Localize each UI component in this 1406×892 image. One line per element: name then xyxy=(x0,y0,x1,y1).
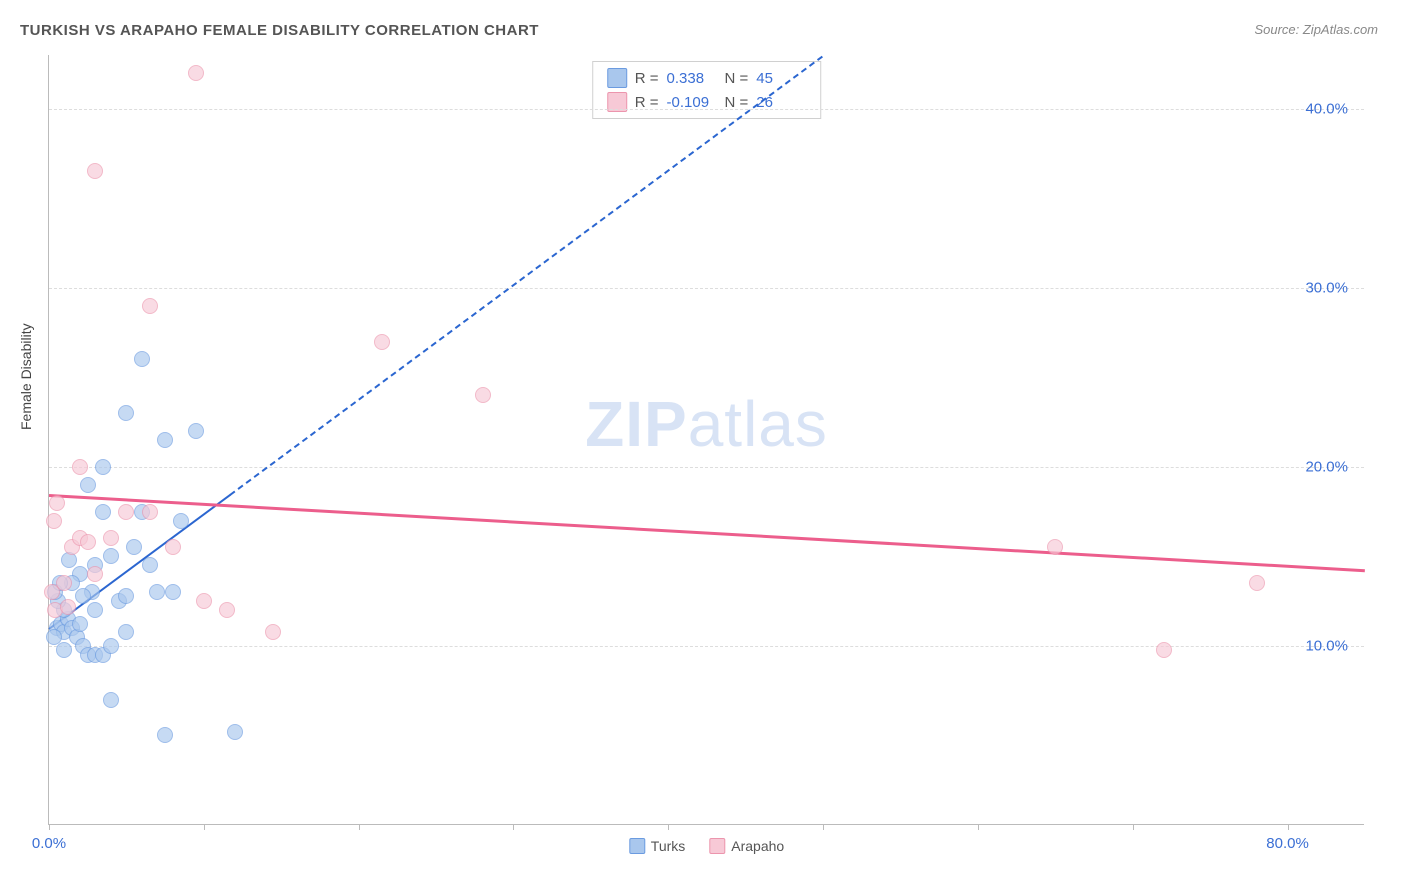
plot-area: ZIPatlas R = 0.338 N = 45 R = -0.109 N =… xyxy=(48,55,1364,825)
data-point xyxy=(44,584,60,600)
data-point xyxy=(103,692,119,708)
watermark-zip: ZIP xyxy=(585,388,688,460)
data-point xyxy=(80,477,96,493)
data-point xyxy=(103,638,119,654)
data-point xyxy=(173,513,189,529)
data-point xyxy=(142,504,158,520)
data-point xyxy=(56,642,72,658)
legend-r-value-turks: 0.338 xyxy=(667,70,717,87)
data-point xyxy=(188,423,204,439)
x-tick-mark xyxy=(359,824,360,830)
data-point xyxy=(374,334,390,350)
data-point xyxy=(95,504,111,520)
data-point xyxy=(1249,575,1265,591)
data-point xyxy=(265,624,281,640)
x-tick-mark xyxy=(978,824,979,830)
data-point xyxy=(188,65,204,81)
data-point xyxy=(149,584,165,600)
trend-line xyxy=(49,494,1365,572)
data-point xyxy=(227,724,243,740)
legend-item-turks: Turks xyxy=(629,838,685,854)
gridline-h xyxy=(49,467,1364,468)
legend-r-label: R = xyxy=(635,70,659,87)
y-tick-label: 30.0% xyxy=(1305,279,1348,296)
x-tick-mark xyxy=(204,824,205,830)
data-point xyxy=(196,593,212,609)
data-point xyxy=(118,504,134,520)
data-point xyxy=(1047,539,1063,555)
data-point xyxy=(103,530,119,546)
data-point xyxy=(103,548,119,564)
data-point xyxy=(75,588,91,604)
y-tick-label: 40.0% xyxy=(1305,100,1348,117)
x-tick-label: 80.0% xyxy=(1266,835,1309,852)
watermark: ZIPatlas xyxy=(585,387,828,461)
legend-n-label: N = xyxy=(725,70,749,87)
data-point xyxy=(46,513,62,529)
legend-label-turks: Turks xyxy=(651,838,685,854)
data-point xyxy=(1156,642,1172,658)
gridline-h xyxy=(49,288,1364,289)
correlation-legend: R = 0.338 N = 45 R = -0.109 N = 26 xyxy=(592,61,822,119)
data-point xyxy=(72,616,88,632)
data-point xyxy=(157,727,173,743)
data-point xyxy=(87,566,103,582)
legend-row-turks: R = 0.338 N = 45 xyxy=(607,68,807,88)
data-point xyxy=(60,599,76,615)
trend-line xyxy=(230,55,824,495)
legend-swatch-turks xyxy=(607,68,627,88)
x-tick-mark xyxy=(1288,824,1289,830)
data-point xyxy=(87,602,103,618)
data-point xyxy=(134,351,150,367)
data-point xyxy=(95,459,111,475)
y-tick-label: 20.0% xyxy=(1305,458,1348,475)
data-point xyxy=(165,584,181,600)
x-tick-mark xyxy=(823,824,824,830)
data-point xyxy=(219,602,235,618)
gridline-h xyxy=(49,109,1364,110)
series-legend: Turks Arapaho xyxy=(629,838,784,854)
source-attribution: Source: ZipAtlas.com xyxy=(1254,22,1378,37)
data-point xyxy=(118,405,134,421)
x-tick-mark xyxy=(513,824,514,830)
y-axis-label: Female Disability xyxy=(18,323,34,430)
data-point xyxy=(72,459,88,475)
data-point xyxy=(118,588,134,604)
data-point xyxy=(142,557,158,573)
x-tick-mark xyxy=(1133,824,1134,830)
data-point xyxy=(142,298,158,314)
legend-label-arapaho: Arapaho xyxy=(731,838,784,854)
data-point xyxy=(165,539,181,555)
x-tick-mark xyxy=(668,824,669,830)
data-point xyxy=(118,624,134,640)
data-point xyxy=(87,163,103,179)
x-tick-label: 0.0% xyxy=(32,835,66,852)
chart-title: TURKISH VS ARAPAHO FEMALE DISABILITY COR… xyxy=(20,22,539,39)
data-point xyxy=(80,534,96,550)
legend-swatch-icon xyxy=(709,838,725,854)
chart-container: TURKISH VS ARAPAHO FEMALE DISABILITY COR… xyxy=(0,0,1406,892)
data-point xyxy=(157,432,173,448)
watermark-rest: atlas xyxy=(688,388,828,460)
data-point xyxy=(49,495,65,511)
data-point xyxy=(126,539,142,555)
y-tick-label: 10.0% xyxy=(1305,637,1348,654)
legend-swatch-icon xyxy=(629,838,645,854)
x-tick-mark xyxy=(49,824,50,830)
legend-item-arapaho: Arapaho xyxy=(709,838,784,854)
data-point xyxy=(46,629,62,645)
data-point xyxy=(475,387,491,403)
